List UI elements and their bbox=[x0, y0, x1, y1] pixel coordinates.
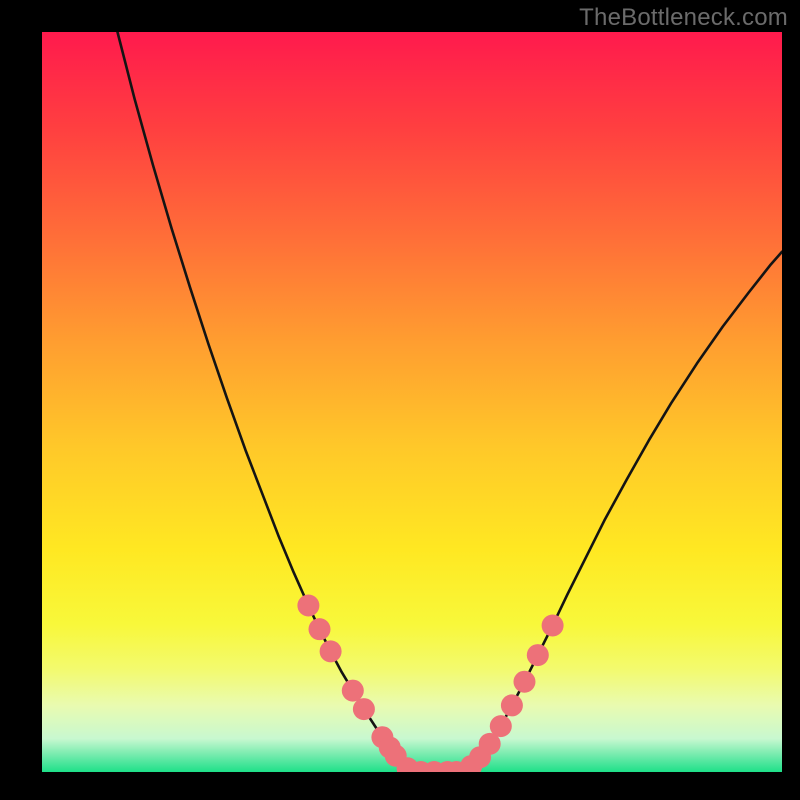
marker-point bbox=[320, 640, 342, 662]
marker-point bbox=[342, 680, 364, 702]
marker-point bbox=[513, 671, 535, 693]
plot-area bbox=[42, 32, 782, 772]
marker-point bbox=[501, 694, 523, 716]
stage: TheBottleneck.com bbox=[0, 0, 800, 800]
marker-point bbox=[309, 618, 331, 640]
marker-point bbox=[353, 698, 375, 720]
marker-point bbox=[542, 614, 564, 636]
marker-point bbox=[527, 644, 549, 666]
marker-point bbox=[297, 595, 319, 617]
chart-svg bbox=[42, 32, 782, 772]
marker-point bbox=[490, 715, 512, 737]
watermark-text: TheBottleneck.com bbox=[579, 4, 788, 32]
